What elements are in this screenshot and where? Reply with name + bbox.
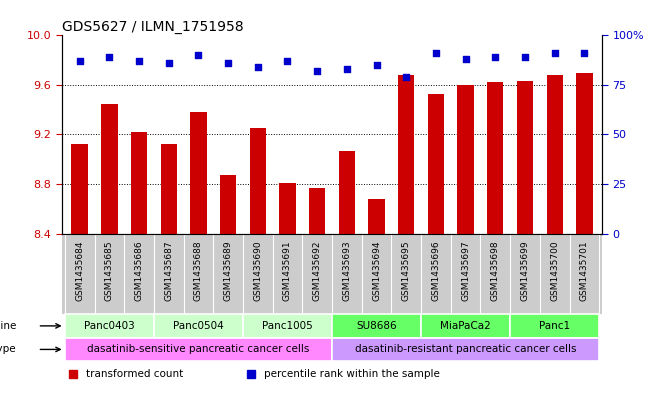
Text: cell type: cell type bbox=[0, 344, 16, 354]
Point bbox=[223, 60, 233, 66]
Bar bbox=[510, 314, 599, 338]
Point bbox=[163, 60, 174, 66]
Text: dasatinib-sensitive pancreatic cancer cells: dasatinib-sensitive pancreatic cancer ce… bbox=[87, 344, 310, 354]
Point bbox=[74, 58, 85, 64]
Point bbox=[549, 50, 560, 56]
Bar bbox=[249, 128, 266, 233]
Bar bbox=[368, 199, 385, 233]
Text: SU8686: SU8686 bbox=[356, 321, 397, 331]
Text: GSM1435691: GSM1435691 bbox=[283, 240, 292, 301]
Text: percentile rank within the sample: percentile rank within the sample bbox=[264, 369, 440, 379]
Text: GSM1435696: GSM1435696 bbox=[432, 240, 441, 301]
Bar bbox=[332, 314, 421, 338]
Text: GSM1435700: GSM1435700 bbox=[550, 240, 559, 301]
Bar bbox=[72, 144, 88, 233]
Point bbox=[312, 68, 322, 74]
Bar bbox=[131, 132, 147, 233]
Text: Panc0504: Panc0504 bbox=[173, 321, 224, 331]
Text: cell line: cell line bbox=[0, 321, 16, 331]
Bar bbox=[65, 338, 332, 361]
Bar bbox=[332, 338, 599, 361]
Text: GSM1435697: GSM1435697 bbox=[461, 240, 470, 301]
Bar bbox=[243, 314, 332, 338]
Bar bbox=[220, 175, 236, 233]
Text: GSM1435686: GSM1435686 bbox=[135, 240, 143, 301]
Bar bbox=[458, 85, 474, 233]
Text: GSM1435688: GSM1435688 bbox=[194, 240, 203, 301]
Text: Panc0403: Panc0403 bbox=[84, 321, 135, 331]
Bar bbox=[101, 103, 118, 233]
Bar bbox=[517, 81, 533, 233]
Text: GSM1435690: GSM1435690 bbox=[253, 240, 262, 301]
Point bbox=[579, 50, 590, 56]
Point bbox=[104, 54, 115, 60]
Text: GSM1435689: GSM1435689 bbox=[223, 240, 232, 301]
Point bbox=[193, 52, 204, 58]
Bar bbox=[161, 144, 177, 233]
Text: GSM1435698: GSM1435698 bbox=[491, 240, 500, 301]
Point bbox=[431, 50, 441, 56]
Bar bbox=[487, 83, 503, 233]
Bar bbox=[339, 151, 355, 233]
Text: dasatinib-resistant pancreatic cancer cells: dasatinib-resistant pancreatic cancer ce… bbox=[355, 344, 576, 354]
Bar bbox=[428, 94, 444, 233]
Point bbox=[401, 74, 411, 80]
Point bbox=[134, 58, 145, 64]
Bar bbox=[279, 183, 296, 233]
Text: Panc1: Panc1 bbox=[539, 321, 570, 331]
Point bbox=[342, 66, 352, 72]
Point bbox=[253, 64, 263, 70]
Text: GSM1435693: GSM1435693 bbox=[342, 240, 352, 301]
Text: GSM1435701: GSM1435701 bbox=[580, 240, 589, 301]
Text: GSM1435692: GSM1435692 bbox=[312, 240, 322, 301]
Bar bbox=[576, 73, 592, 233]
Text: GDS5627 / ILMN_1751958: GDS5627 / ILMN_1751958 bbox=[62, 20, 243, 34]
Text: GSM1435695: GSM1435695 bbox=[402, 240, 411, 301]
Point bbox=[490, 54, 501, 60]
Text: GSM1435699: GSM1435699 bbox=[521, 240, 529, 301]
Text: GSM1435694: GSM1435694 bbox=[372, 240, 381, 301]
Bar bbox=[65, 314, 154, 338]
Bar bbox=[309, 188, 326, 233]
Bar bbox=[546, 75, 563, 233]
Bar bbox=[154, 314, 243, 338]
Text: GSM1435684: GSM1435684 bbox=[75, 240, 84, 301]
Text: MiaPaCa2: MiaPaCa2 bbox=[440, 321, 491, 331]
Text: GSM1435687: GSM1435687 bbox=[164, 240, 173, 301]
Text: GSM1435685: GSM1435685 bbox=[105, 240, 114, 301]
Point bbox=[283, 58, 293, 64]
Text: transformed count: transformed count bbox=[86, 369, 184, 379]
Bar bbox=[421, 314, 510, 338]
Point bbox=[519, 54, 530, 60]
Point bbox=[371, 62, 381, 68]
Bar bbox=[398, 75, 415, 233]
Text: Panc1005: Panc1005 bbox=[262, 321, 313, 331]
Bar bbox=[190, 112, 206, 233]
Point bbox=[460, 56, 471, 62]
